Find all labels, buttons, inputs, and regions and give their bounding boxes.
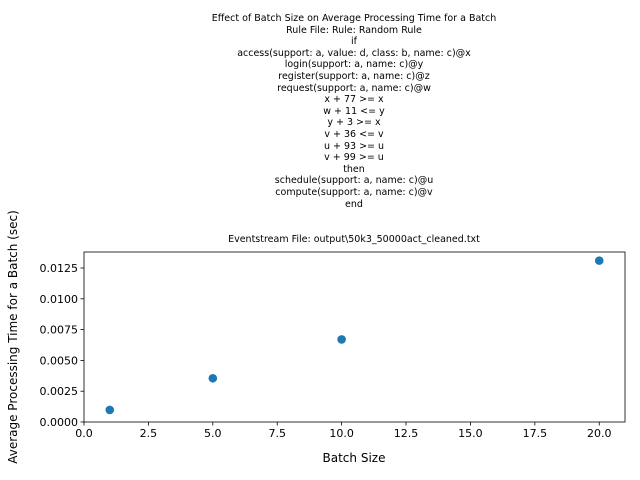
x-tick-label: 2.5 <box>140 427 158 440</box>
data-point <box>208 373 218 383</box>
title-line: compute(support: a, name: c)@v <box>275 186 433 198</box>
plot-frame <box>83 251 626 423</box>
data-point <box>105 405 115 415</box>
title-line: access(support: a, value: d, class: b, n… <box>237 47 471 59</box>
title-line: Effect of Batch Size on Average Processi… <box>211 13 497 24</box>
x-tick-label: 12.5 <box>394 427 419 440</box>
title-line: y + 3 >= x <box>327 117 381 129</box>
title-line: u + 93 >= u <box>323 140 385 152</box>
data-point <box>337 335 346 344</box>
data-point <box>594 256 604 265</box>
title-line: Rule File: Rule: Random Rule <box>286 24 422 36</box>
y-tick-label: 0.0125 <box>40 262 79 275</box>
x-axis-ticks: 0.0 2.5 5.0 7.5 10.0 12.5 15.0 17.5 20.0 <box>75 422 611 440</box>
data-points <box>105 256 604 415</box>
chart-subtitle: Eventstream File: output\50k3_50000act_c… <box>228 234 480 245</box>
y-tick-label: 0.0025 <box>40 385 79 398</box>
title-line: x + 77 >= x <box>324 94 384 106</box>
title-line: if <box>351 36 357 48</box>
y-tick-label: 0.0075 <box>40 324 79 337</box>
title-line: v + 99 >= u <box>324 152 384 164</box>
title-line: v + 36 <= v <box>324 128 384 140</box>
title-line: login(support: a, name: c)@y <box>284 59 424 71</box>
x-tick-label: 20.0 <box>587 427 612 440</box>
y-axis-ticks: 0.0000 0.0025 0.0050 0.0075 0.0100 0.0125 <box>40 262 84 429</box>
title-line: register(support: a, name: c)@z <box>278 70 430 82</box>
x-tick-label: 17.5 <box>523 427 548 440</box>
title-line: w + 11 <= y <box>323 105 385 117</box>
y-tick-label: 0.0000 <box>40 416 79 429</box>
x-tick-label: 10.0 <box>329 427 354 440</box>
y-axis-label: Average Processing Time for a Batch (sec… <box>6 210 20 464</box>
x-tick-label: 7.5 <box>268 427 286 440</box>
title-line: then <box>343 163 365 175</box>
title-line: end <box>345 198 363 210</box>
title-line: schedule(support: a, name: c)@u <box>274 175 434 187</box>
title-line: request(support: a, name: c)@w <box>277 82 431 94</box>
y-tick-label: 0.0050 <box>40 354 79 367</box>
x-tick-label: 15.0 <box>458 427 483 440</box>
x-tick-label: 5.0 <box>204 427 222 440</box>
chart-title: Effect of Batch Size on Average Processi… <box>34 13 640 210</box>
x-axis-label: Batch Size <box>323 451 386 465</box>
y-tick-label: 0.0100 <box>40 293 79 306</box>
x-tick-label: 0.0 <box>75 427 93 440</box>
